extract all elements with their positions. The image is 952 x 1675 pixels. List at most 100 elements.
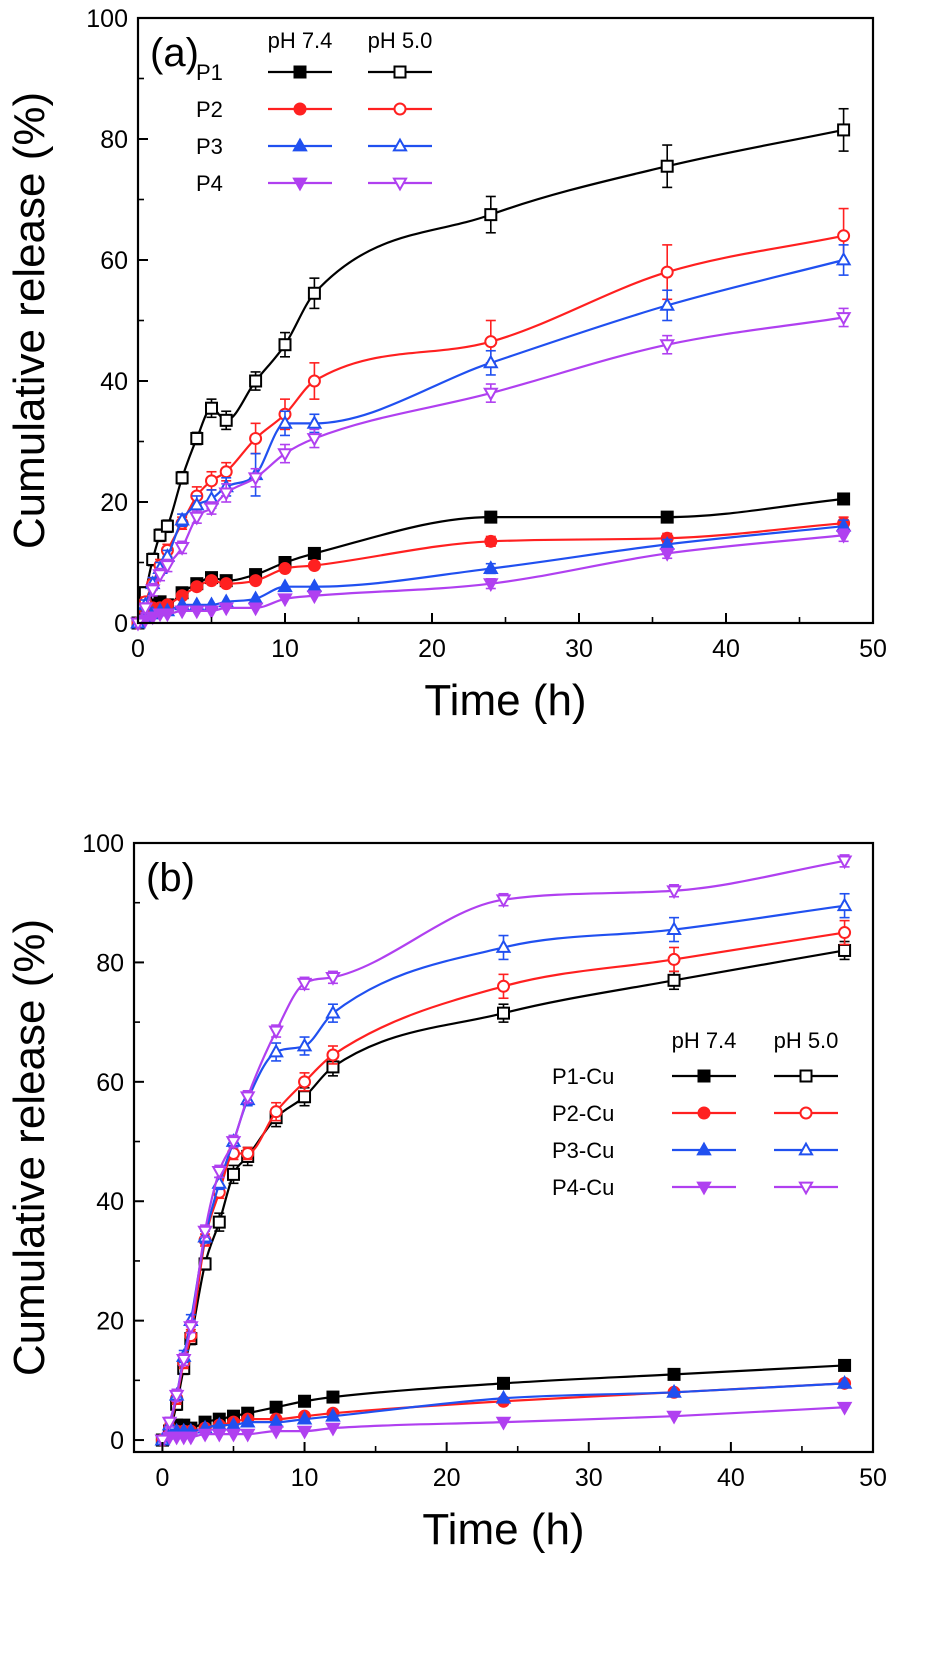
data-point bbox=[247, 602, 264, 617]
y-tick-label: 40 bbox=[100, 368, 128, 396]
data-point bbox=[225, 1136, 242, 1150]
data-point bbox=[495, 1416, 512, 1431]
x-tick-label: 30 bbox=[565, 635, 593, 663]
legend-header-ph7-4: pH 7.4 bbox=[672, 1028, 737, 1053]
legend-marker bbox=[393, 65, 407, 79]
series-p1-ph5-0 bbox=[131, 107, 851, 630]
data-point bbox=[190, 431, 204, 445]
panel-label: (b) bbox=[146, 856, 195, 900]
data-point bbox=[836, 855, 853, 870]
data-point bbox=[241, 1146, 255, 1160]
data-point bbox=[205, 401, 218, 415]
legend-marker bbox=[799, 1106, 813, 1120]
data-point bbox=[666, 921, 682, 935]
y-tick-label: 40 bbox=[96, 1188, 124, 1216]
data-point bbox=[249, 574, 263, 588]
x-tick-label: 40 bbox=[712, 635, 740, 663]
y-tick-label: 100 bbox=[86, 5, 128, 33]
data-point bbox=[484, 534, 498, 548]
data-point bbox=[183, 1321, 199, 1335]
y-tick-label: 100 bbox=[82, 830, 124, 858]
data-point bbox=[495, 894, 512, 909]
legend-marker bbox=[292, 137, 308, 152]
legend-marker bbox=[293, 65, 307, 79]
data-point bbox=[483, 387, 499, 402]
data-point bbox=[160, 519, 174, 533]
data-point bbox=[175, 471, 189, 485]
legend-label: P3 bbox=[196, 134, 223, 159]
x-tick-label: 50 bbox=[859, 1464, 887, 1492]
data-point bbox=[205, 574, 218, 588]
legend-marker bbox=[697, 1069, 711, 1083]
y-tick-label: 20 bbox=[96, 1308, 124, 1336]
data-point bbox=[326, 1048, 340, 1062]
data-point bbox=[497, 979, 510, 993]
data-point bbox=[667, 952, 681, 966]
data-point bbox=[168, 1389, 185, 1404]
legend: pH 7.4 pH 5.0 P1-Cu P2-Cu P3-Cu P4-Cu bbox=[552, 1028, 838, 1200]
legend: pH 7.4 pH 5.0 P1 P2 P3 P4 bbox=[196, 28, 432, 196]
data-point bbox=[278, 562, 292, 576]
panel-label: (a) bbox=[150, 31, 199, 75]
data-point bbox=[197, 1428, 213, 1443]
y-tick-label: 60 bbox=[96, 1069, 124, 1097]
data-point bbox=[296, 1425, 313, 1440]
data-point bbox=[838, 943, 852, 957]
data-point bbox=[666, 885, 682, 900]
data-point bbox=[144, 611, 161, 626]
series-p4-cu-ph7-4 bbox=[154, 1401, 853, 1449]
data-point bbox=[174, 541, 190, 556]
legend-header-ph5-0: pH 5.0 bbox=[368, 28, 433, 53]
x-tick-label: 10 bbox=[291, 1464, 319, 1492]
data-point bbox=[239, 1091, 256, 1106]
legend-marker bbox=[799, 1069, 813, 1083]
data-point bbox=[836, 1374, 853, 1389]
legend-header-ph5-0: pH 5.0 bbox=[774, 1028, 839, 1053]
legend-marker bbox=[292, 177, 308, 192]
series-p4-ph5-0 bbox=[130, 307, 852, 632]
data-point bbox=[306, 590, 323, 605]
data-point bbox=[154, 1434, 171, 1449]
data-point bbox=[219, 465, 233, 479]
data-point bbox=[161, 1416, 178, 1431]
data-point bbox=[497, 1006, 510, 1020]
data-point bbox=[298, 1090, 312, 1104]
series-p4-ph7-4 bbox=[130, 528, 852, 632]
plot-frame bbox=[132, 841, 875, 1454]
data-point bbox=[212, 1215, 226, 1229]
data-point bbox=[660, 265, 674, 279]
legend-header-ph7-4: pH 7.4 bbox=[268, 28, 333, 53]
data-point bbox=[211, 1428, 228, 1443]
data-point bbox=[152, 569, 168, 583]
data-point bbox=[837, 123, 851, 137]
data-point bbox=[190, 580, 204, 594]
data-point bbox=[835, 312, 852, 326]
data-point bbox=[159, 608, 176, 623]
data-point bbox=[837, 229, 851, 243]
data-point bbox=[219, 413, 233, 427]
legend-marker bbox=[392, 177, 408, 192]
data-point bbox=[277, 448, 293, 462]
legend-marker bbox=[392, 137, 408, 152]
y-tick-label: 80 bbox=[100, 126, 128, 154]
legend-label: P3-Cu bbox=[552, 1138, 614, 1163]
data-point bbox=[225, 1428, 242, 1443]
legend-label: P2-Cu bbox=[552, 1101, 614, 1126]
data-point bbox=[298, 1394, 312, 1408]
data-point bbox=[484, 510, 498, 524]
data-point bbox=[495, 1389, 512, 1404]
data-point bbox=[325, 1422, 341, 1437]
data-point bbox=[269, 1105, 283, 1119]
data-point bbox=[296, 1037, 313, 1052]
data-point bbox=[836, 897, 853, 912]
data-point bbox=[277, 593, 293, 608]
data-point bbox=[838, 926, 852, 940]
x-axis-label: Time (h) bbox=[424, 676, 586, 725]
data-point bbox=[218, 602, 234, 617]
data-point bbox=[497, 1376, 510, 1390]
legend-label: P4-Cu bbox=[552, 1175, 614, 1200]
series-line bbox=[161, 949, 845, 1441]
y-tick-label: 20 bbox=[100, 489, 128, 517]
data-point bbox=[483, 578, 499, 593]
data-point bbox=[277, 414, 293, 429]
